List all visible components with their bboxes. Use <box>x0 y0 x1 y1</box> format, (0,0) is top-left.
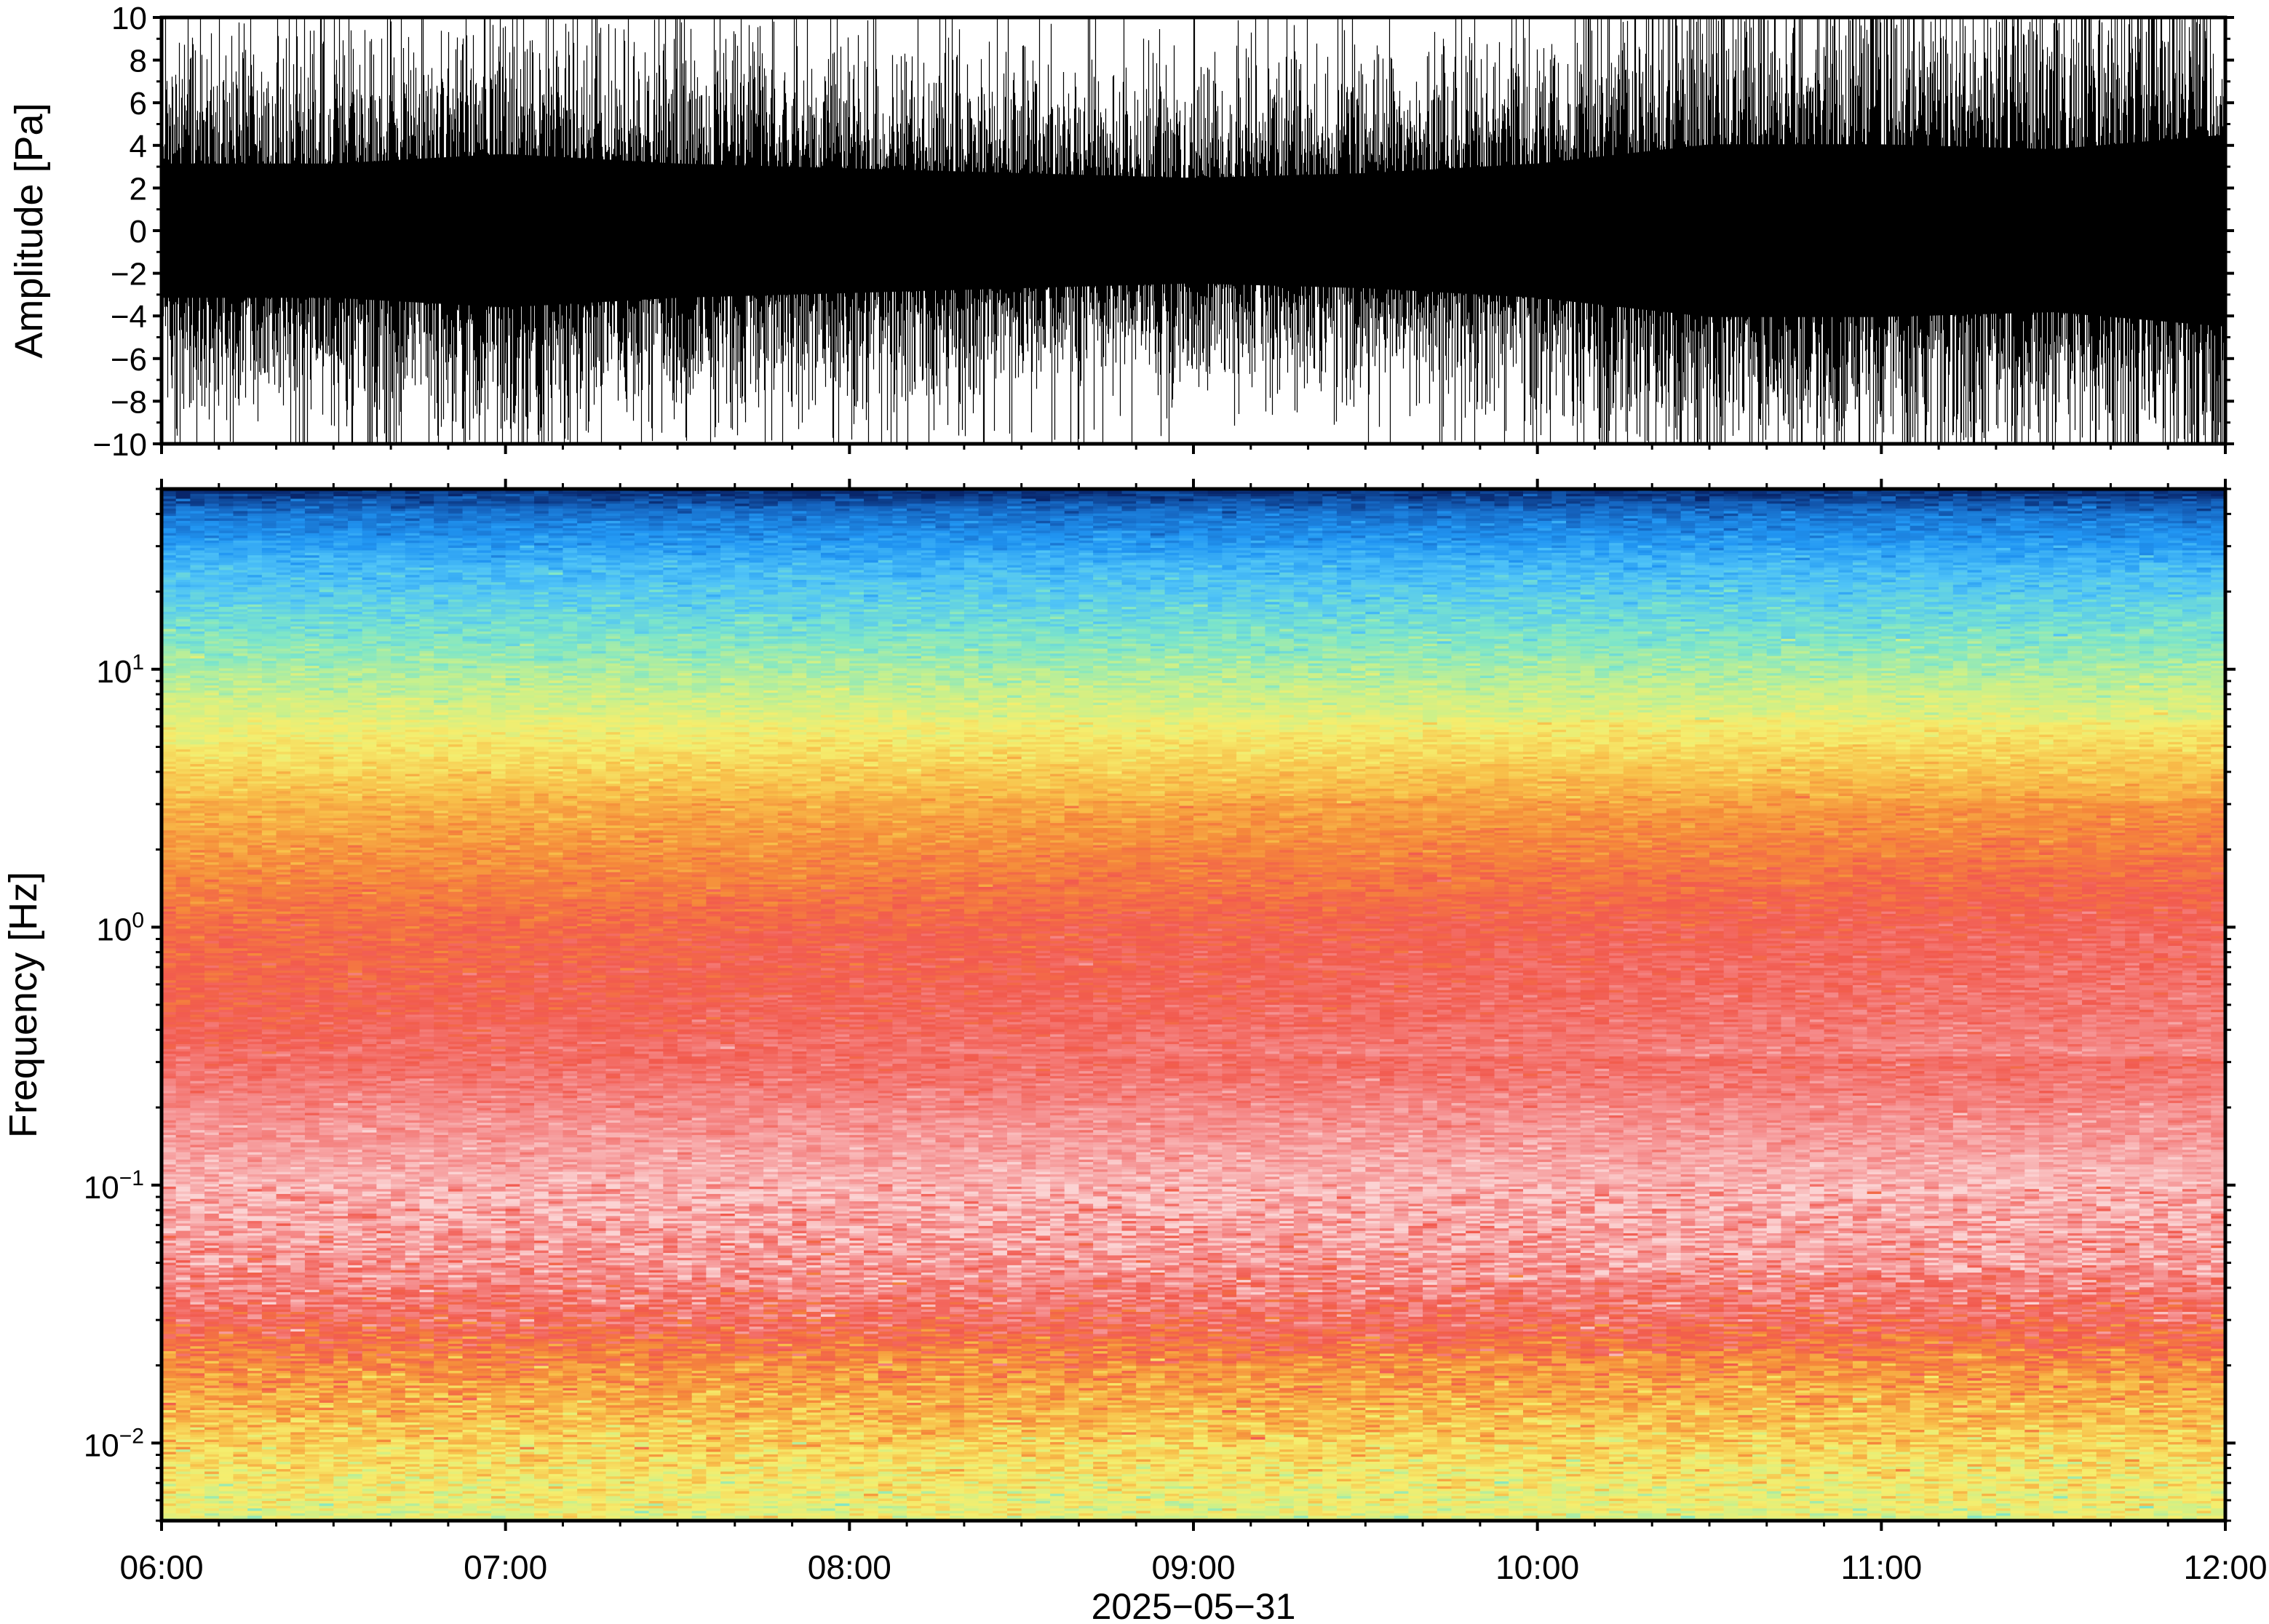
y-tick-label: 8 <box>130 44 147 79</box>
y-tick-label: −10 <box>92 427 147 463</box>
waveform-panel: −10 −8 −6 −4 −2 0 2 4 6 8 10 Amplitude [Pa] <box>7 1 2234 463</box>
y-tick-label: 10 <box>111 1 147 36</box>
waveform-ylabel: Amplitude [Pa] <box>7 103 51 358</box>
y-tick-label: −6 <box>111 342 147 378</box>
y-tick-label: −8 <box>111 384 147 420</box>
y-tick-label: 6 <box>130 86 147 122</box>
y-tick-label: −4 <box>111 299 147 335</box>
y-tick-label: 4 <box>130 129 147 164</box>
y-tick-label: 2 <box>130 171 147 207</box>
y-tick-label: −2 <box>111 257 147 292</box>
y-tick-label: 0 <box>130 214 147 250</box>
spectrogram-heatmap <box>162 489 2226 1521</box>
